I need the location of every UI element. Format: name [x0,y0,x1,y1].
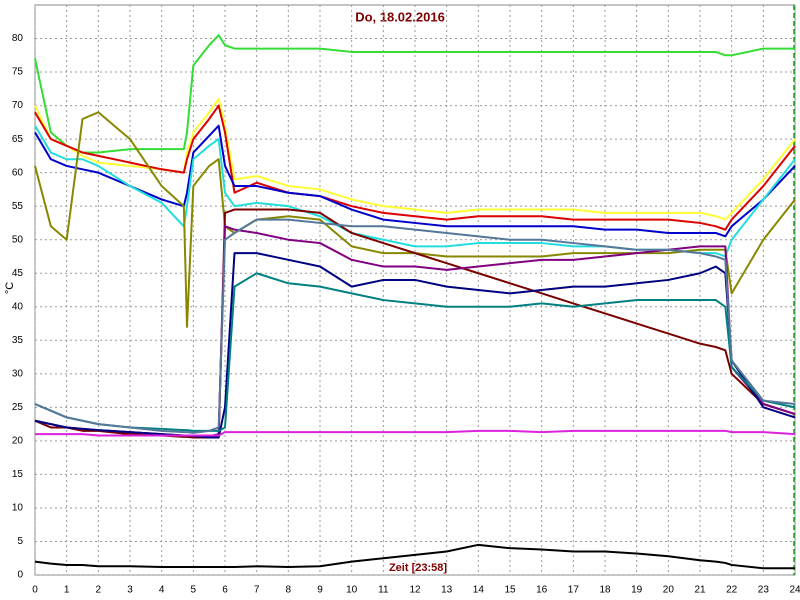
series-line [34,272,796,432]
y-tick-label: 5 [17,536,23,547]
x-tick-label: 14 [473,585,485,596]
x-tick-label: 17 [568,585,580,596]
y-tick-label: 10 [12,503,24,514]
y-tick-label: 80 [12,33,24,44]
x-tick-label: 13 [441,585,453,596]
y-tick-label: 35 [12,335,24,346]
chart-title: Do, 18.02.2016 [355,9,445,24]
y-axis-label: °C [4,282,16,294]
series-line [34,34,795,154]
x-tick-label: 8 [286,585,292,596]
y-tick-label: 40 [12,301,24,312]
x-tick-label: 1 [64,585,70,596]
x-tick-label: 15 [504,585,516,596]
y-tick-label: 15 [12,469,24,480]
x-tick-label: 7 [254,585,260,596]
x-tick-label: 20 [663,585,675,596]
x-tick-label: 18 [599,585,611,596]
y-tick-label: 0 [17,570,23,581]
series-line [34,252,796,439]
x-tick-label: 22 [726,585,738,596]
x-tick-label: 3 [127,585,133,596]
x-tick-label: 6 [222,585,228,596]
x-tick-label: 24 [789,585,800,596]
x-tick-label: 23 [758,585,770,596]
y-tick-label: 50 [12,234,24,245]
x-axis-label: Zeit [23:58] [389,562,447,574]
y-tick-label: 65 [12,134,24,145]
x-tick-label: 2 [96,585,102,596]
y-tick-label: 45 [12,268,24,279]
series-line [34,97,796,221]
y-tick-label: 55 [12,201,24,212]
y-tick-label: 75 [12,67,24,78]
y-tick-label: 60 [12,167,24,178]
x-tick-label: 19 [631,585,643,596]
y-tick-label: 25 [12,402,24,413]
x-tick-label: 9 [317,585,323,596]
x-tick-label: 12 [409,585,421,596]
x-tick-label: 4 [159,585,165,596]
x-tick-label: 0 [32,585,38,596]
y-tick-label: 30 [12,368,24,379]
series-line [34,104,796,231]
y-tick-label: 70 [12,100,24,111]
x-tick-label: 11 [378,585,389,596]
series-line [34,218,796,434]
x-tick-label: 16 [536,585,548,596]
x-tick-label: 21 [694,585,706,596]
x-tick-label: 5 [191,585,197,596]
series-line [35,429,796,437]
y-tick-label: 20 [12,436,24,447]
x-tick-label: 10 [346,585,358,596]
series-line [34,543,795,570]
series-line [34,124,796,238]
